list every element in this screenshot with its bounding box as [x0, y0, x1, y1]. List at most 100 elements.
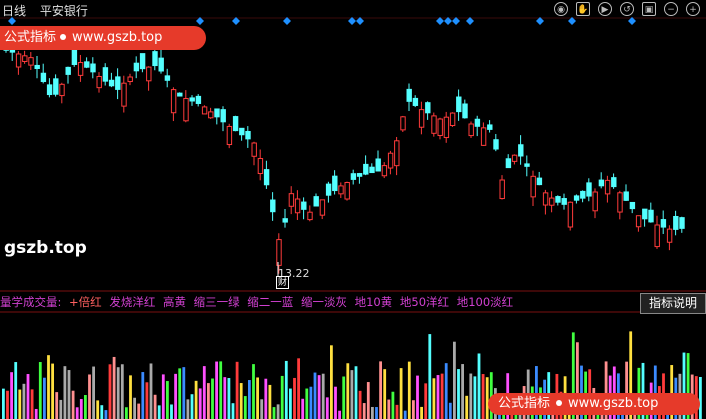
candle-body	[245, 130, 251, 140]
volume-bar	[272, 407, 276, 419]
zoom-in-icon[interactable]: +	[686, 2, 700, 16]
chart-title: 日线 平安银行	[2, 2, 98, 19]
candle-body	[214, 108, 220, 118]
candle-body	[456, 96, 462, 113]
volume-bar	[612, 366, 616, 419]
candle-body	[307, 211, 313, 221]
candle-body	[332, 175, 338, 192]
volume-bar	[403, 410, 407, 419]
hand-icon[interactable]: ✋	[576, 2, 590, 16]
volume-bar	[51, 363, 54, 419]
candle-body	[518, 144, 524, 157]
candle-body	[635, 215, 642, 228]
volume-bar	[6, 390, 9, 419]
watermark-label: 公式指标	[4, 30, 57, 45]
candle-body	[375, 158, 381, 172]
volume-bar	[276, 404, 280, 419]
candle-body	[177, 92, 183, 97]
volume-bar	[653, 365, 657, 419]
volume-bar	[686, 353, 690, 419]
volume-bar	[161, 374, 165, 419]
volume-bar	[133, 397, 136, 419]
volume-bar	[481, 374, 485, 419]
volume-bar	[227, 378, 231, 419]
volume-bar	[383, 369, 387, 419]
volume-bar	[47, 355, 50, 419]
volume-bar	[309, 386, 313, 419]
volume-bar	[469, 373, 473, 419]
volume-bar	[215, 361, 218, 419]
history-icon[interactable]: ↺	[620, 2, 634, 16]
volume-bar	[88, 374, 91, 419]
signal-marker	[628, 17, 636, 25]
legend-item: 地100淡红	[456, 295, 514, 309]
volume-legend: 量学成交量: +倍红 发烧洋红 高黄 缩三一绿 缩二一蓝 缩一淡灰 地10黄 地…	[0, 294, 517, 310]
volume-bar	[243, 396, 247, 419]
volume-bar	[571, 332, 575, 419]
candle-body	[648, 209, 654, 223]
volume-bar	[395, 404, 399, 419]
candle-body	[127, 76, 133, 83]
candle-body	[629, 201, 636, 210]
period-label[interactable]: 日线	[2, 4, 27, 18]
candle-body	[549, 197, 555, 206]
volume-bar	[112, 356, 116, 419]
candle-body	[660, 219, 667, 228]
candle-body	[121, 82, 127, 107]
candle-body	[586, 182, 592, 197]
candle-body	[239, 127, 245, 136]
candle-body	[282, 218, 288, 223]
volume-bar	[317, 375, 321, 419]
volume-bar	[182, 367, 186, 419]
volume-bar	[473, 376, 477, 419]
volume-bar	[625, 361, 628, 419]
volume-bar	[67, 370, 71, 419]
volume-bar	[465, 395, 469, 419]
candle-body	[102, 67, 109, 82]
candle-body	[288, 193, 295, 207]
volume-bar	[116, 367, 120, 419]
volume-bar	[194, 380, 198, 419]
candle-body	[387, 152, 394, 169]
candle-body	[654, 224, 660, 248]
volume-bar	[14, 362, 18, 419]
volume-bar	[576, 342, 579, 419]
candle-body	[270, 199, 276, 213]
volume-bar	[436, 375, 440, 419]
zoom-out-icon[interactable]: −	[664, 2, 678, 16]
candle-body	[195, 95, 202, 104]
candle-body	[59, 83, 65, 97]
candle-body	[257, 158, 264, 175]
indicator-explain-button[interactable]: 指标说明	[640, 293, 706, 314]
candle-body	[183, 98, 189, 122]
volume-bar	[26, 374, 30, 419]
volume-bar	[346, 363, 350, 419]
finance-badge[interactable]: 财	[276, 276, 289, 289]
candle-body	[294, 198, 301, 214]
volume-bar	[166, 381, 169, 419]
volume-bar	[30, 389, 34, 419]
volume-bar	[157, 405, 161, 419]
play-icon[interactable]: ▶	[598, 2, 612, 16]
signal-marker	[196, 17, 204, 25]
signal-marker	[283, 17, 291, 25]
legend-item: 缩三一绿	[193, 295, 240, 309]
candle-body	[22, 55, 28, 62]
volume-bar	[682, 352, 686, 419]
candle-body	[642, 208, 648, 220]
legend-item: 地10黄	[354, 295, 393, 309]
watermark-label: 公式指标	[498, 396, 551, 411]
candle-body	[673, 215, 679, 230]
candle-body	[443, 116, 450, 139]
candle-body	[412, 97, 419, 106]
volume-bar	[174, 373, 177, 419]
volume-bar	[448, 402, 452, 419]
volume-bar	[432, 378, 436, 419]
volume-bar	[100, 405, 104, 419]
lock-icon[interactable]: ▣	[642, 2, 656, 16]
volume-bar	[457, 369, 460, 419]
eye-icon[interactable]: ◉	[554, 2, 568, 16]
volume-bar	[223, 377, 227, 419]
candle-body	[505, 158, 512, 169]
